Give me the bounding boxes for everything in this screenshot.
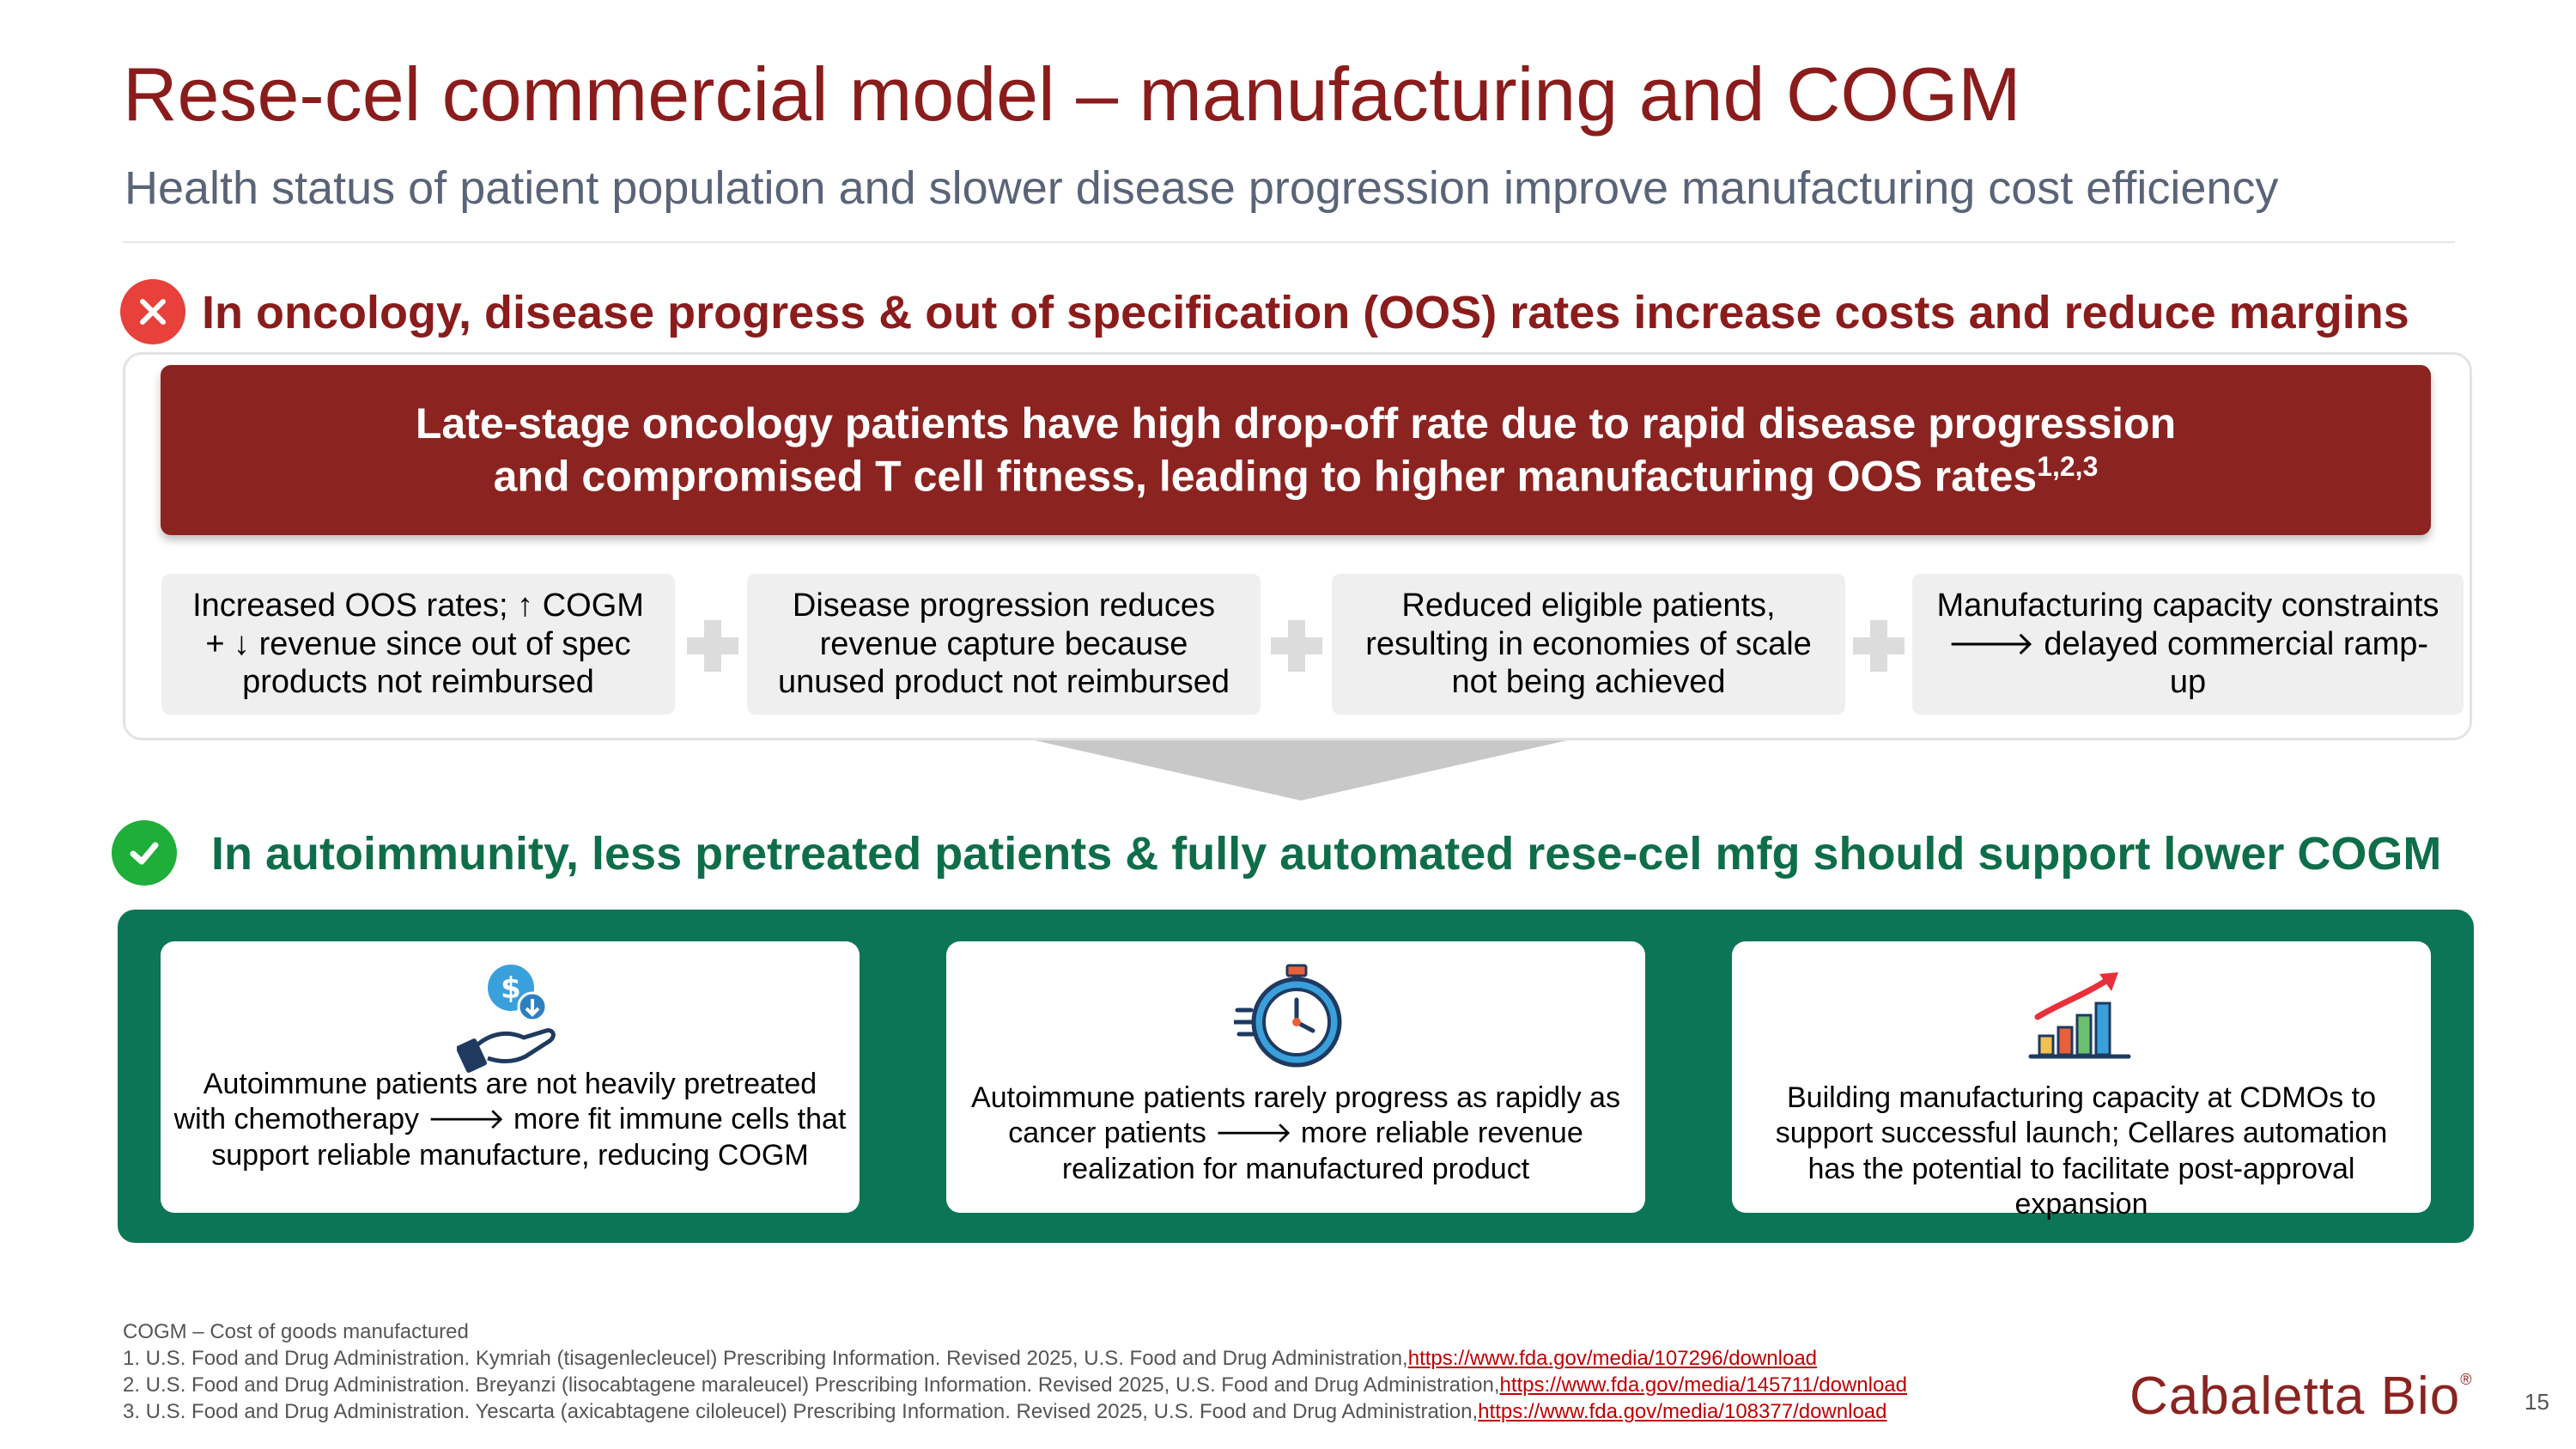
autoimmunity-card-capacity: Building manufacturing capacity at CDMOs…	[1732, 941, 2431, 1221]
card-line: expansion	[2014, 1188, 2148, 1221]
stopwatch-icon	[1234, 964, 1342, 1068]
footnotes: COGM – Cost of goods manufactured 1. U.S…	[123, 1318, 1907, 1425]
banner-line-2-text: and compromised T cell fitness, leading …	[493, 452, 2038, 501]
down-arrow-shape	[1035, 740, 1567, 801]
reference-text: 1. U.S. Food and Drug Administration. Ky…	[123, 1347, 1408, 1370]
autoimmunity-card-progression: Autoimmune patients rarely progress as r…	[946, 941, 1645, 1213]
card-line: Manufacturing capacity constraints	[1936, 587, 2439, 624]
card-text: Building manufacturing capacity at CDMOs…	[1732, 1081, 2431, 1223]
card-line: Autoimmune patients rarely progress as r…	[971, 1081, 1620, 1114]
footnote-ref-1: 1. U.S. Food and Drug Administration. Ky…	[123, 1345, 1907, 1372]
oncology-card-eligibility: Reduced eligible patients, resulting in e…	[1332, 574, 1845, 715]
card-line: support successful launch; Cellares auto…	[1775, 1117, 2388, 1150]
close-circle-icon	[120, 279, 185, 344]
page-subtitle: Health status of patient population and …	[125, 162, 2279, 214]
autoimmunity-heading: In autoimmunity, less pretreated patient…	[211, 828, 2442, 880]
card-line: products not reimbursed	[242, 664, 594, 701]
oncology-banner: Late-stage oncology patients have high d…	[161, 365, 2431, 535]
reference-link[interactable]: https://www.fda.gov/media/145711/downloa…	[1499, 1373, 1907, 1397]
card-line: cancer patients 🡒 more reliable revenue	[1008, 1117, 1583, 1150]
page-title: Rese-cel commercial model – manufacturin…	[123, 52, 2021, 137]
card-line: revenue capture because	[819, 625, 1188, 662]
card-text: Autoimmune patients rarely progress as r…	[946, 1081, 1645, 1187]
oncology-card-capacity: Manufacturing capacity constraints 🡒 dela…	[1912, 574, 2464, 715]
banner-line-2: and compromised T cell fitness, leading …	[494, 450, 2099, 503]
oncology-card-oos: Increased OOS rates; ↑ COGM + ↓ revenue s…	[161, 574, 675, 715]
oncology-card-progression: Disease progression reduces revenue captu…	[747, 574, 1261, 715]
plus-icon	[1271, 620, 1322, 672]
card-line: Building manufacturing capacity at CDMOs…	[1787, 1081, 2376, 1114]
card-line: + ↓ revenue since out of spec	[205, 625, 631, 662]
plus-icon	[1853, 620, 1905, 672]
title-divider	[123, 241, 2455, 243]
reference-link[interactable]: https://www.fda.gov/media/107296/downloa…	[1407, 1347, 1818, 1370]
plus-icon	[687, 620, 738, 672]
card-line: not being achieved	[1451, 664, 1726, 701]
hand-dollar-icon: $	[457, 965, 556, 1073]
reference-text: 2. U.S. Food and Drug Administration. Br…	[123, 1373, 1500, 1397]
card-line: Autoimmune patients are not heavily pret…	[203, 1068, 817, 1100]
card-text: Autoimmune patients are not heavily pret…	[161, 1067, 860, 1173]
card-line: 🡒 delayed commercial ramp-up	[1947, 625, 2429, 701]
banner-footnote-ref: 1,2,3	[2037, 450, 2099, 482]
page-number: 15	[2524, 1389, 2549, 1415]
footnote-abbreviation: COGM – Cost of goods manufactured	[123, 1320, 469, 1343]
footnote-ref-3: 3. U.S. Food and Drug Administration. Ye…	[123, 1398, 1907, 1425]
card-line: unused product not reimbursed	[778, 664, 1230, 701]
growth-chart-icon	[2028, 972, 2131, 1059]
company-logo: Cabaletta Bio®	[2129, 1366, 2473, 1427]
card-line: with chemotherapy 🡒 more fit immune cell…	[173, 1103, 847, 1136]
card-line: Reduced eligible patients,	[1401, 587, 1776, 624]
check-circle-icon	[112, 820, 177, 886]
oncology-heading: In oncology, disease progress & out of s…	[202, 287, 2409, 338]
footnote-ref-2: 2. U.S. Food and Drug Administration. Br…	[123, 1372, 1907, 1398]
card-line: Increased OOS rates; ↑ COGM	[192, 587, 644, 624]
logo-registered-mark: ®	[2460, 1371, 2473, 1388]
card-line: has the potential to facilitate post-app…	[1807, 1152, 2355, 1185]
svg-text:$: $	[501, 971, 521, 1006]
reference-text: 3. U.S. Food and Drug Administration. Ye…	[123, 1400, 1479, 1423]
banner-line-1: Late-stage oncology patients have high d…	[415, 399, 2177, 447]
card-line: resulting in economies of scale	[1365, 625, 1812, 662]
card-line: realization for manufactured product	[1061, 1152, 1530, 1185]
logo-text: Cabaletta Bio	[2129, 1367, 2461, 1426]
card-line: support reliable manufacture, reducing C…	[211, 1138, 809, 1172]
reference-link[interactable]: https://www.fda.gov/media/108377/downloa…	[1478, 1400, 1887, 1423]
autoimmunity-card-pretreatment: $ Autoimmune patients are not heavily pr…	[161, 941, 860, 1213]
card-line: Disease progression reduces	[792, 587, 1216, 624]
